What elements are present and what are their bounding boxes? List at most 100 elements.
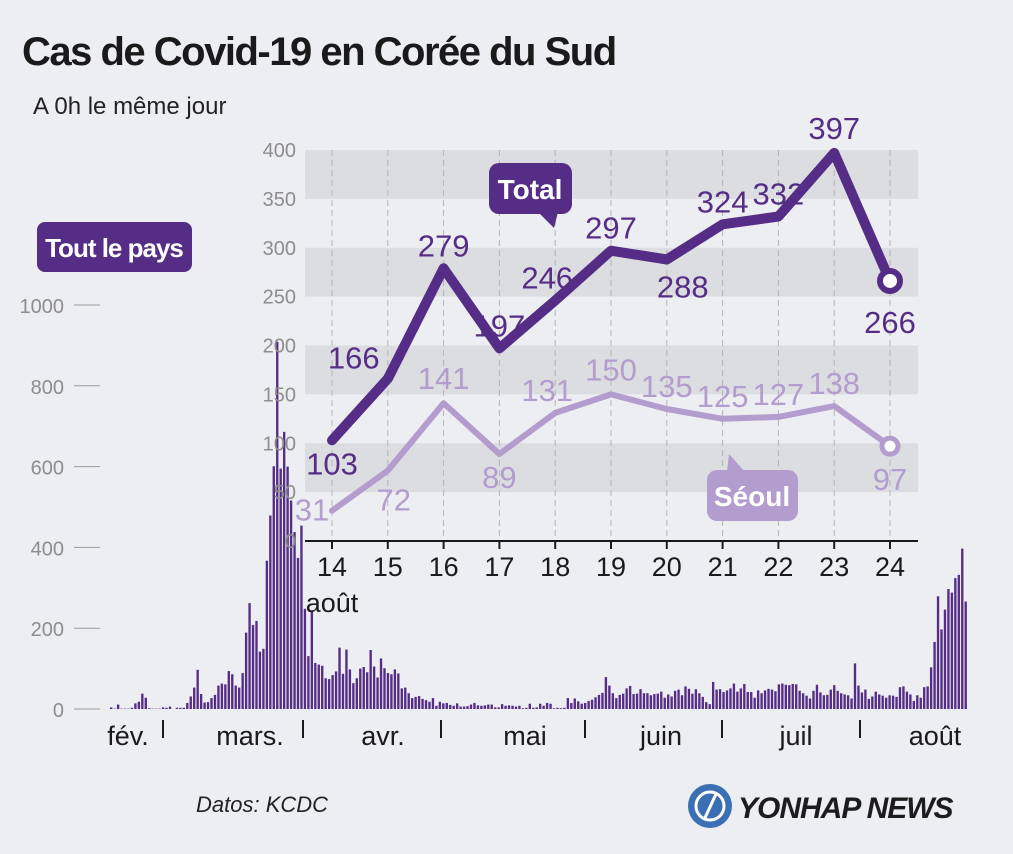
series-end-marker xyxy=(879,435,901,457)
bar xyxy=(462,706,466,709)
bar xyxy=(881,695,884,709)
bar xyxy=(705,702,708,709)
bar xyxy=(504,705,507,709)
bar xyxy=(656,693,659,709)
bar xyxy=(490,704,493,709)
bar xyxy=(801,693,805,709)
legend-pointer-total xyxy=(538,212,558,228)
bar xyxy=(725,690,729,709)
data-label-seoul: 97 xyxy=(873,462,907,497)
bar xyxy=(940,629,943,709)
bar xyxy=(469,704,473,709)
x-month-label: mai xyxy=(503,721,547,751)
bar xyxy=(321,665,324,709)
bar xyxy=(148,708,151,709)
bar xyxy=(947,589,950,709)
bar xyxy=(500,704,504,709)
bar xyxy=(791,683,794,709)
bar xyxy=(244,632,248,709)
data-label-total: 279 xyxy=(418,228,470,263)
bar xyxy=(265,560,269,709)
y-tick-label: 100 xyxy=(263,433,296,455)
bar xyxy=(289,500,293,709)
bar xyxy=(213,694,217,709)
y-tick-label: 300 xyxy=(263,238,296,260)
x-tick-label: 24 xyxy=(875,552,905,582)
bar xyxy=(417,696,421,709)
bar xyxy=(784,684,787,709)
bar xyxy=(165,707,168,709)
bar xyxy=(580,703,583,709)
series-line-seoul xyxy=(329,391,893,514)
yonhap-news-logo: YONHAP NEWS xyxy=(688,784,955,828)
bar xyxy=(549,703,552,709)
bar xyxy=(507,705,511,709)
bar xyxy=(936,596,940,709)
bar xyxy=(341,673,345,709)
bar xyxy=(303,608,307,709)
bar xyxy=(718,689,722,709)
bar xyxy=(663,697,666,709)
bar xyxy=(528,703,531,709)
bar xyxy=(175,707,179,709)
bar xyxy=(282,431,286,709)
data-label-total: 324 xyxy=(697,184,749,219)
bar xyxy=(130,707,134,709)
bar xyxy=(542,705,545,709)
bar xyxy=(902,686,905,709)
bar xyxy=(577,701,580,709)
chart-subtitle: A 0h le même jour xyxy=(33,93,227,120)
bar xyxy=(307,656,310,709)
bar xyxy=(186,702,189,709)
bar xyxy=(788,685,791,709)
bar xyxy=(604,677,608,709)
bar xyxy=(701,696,704,709)
bar xyxy=(566,698,570,709)
bar xyxy=(521,708,525,709)
bar xyxy=(497,707,500,709)
x-tick-label: 17 xyxy=(484,552,514,582)
bar xyxy=(238,687,241,709)
x-tick-label: 20 xyxy=(652,552,682,582)
bar xyxy=(815,684,819,709)
series-end-marker xyxy=(877,267,903,294)
bar xyxy=(628,685,632,709)
data-label-total: 297 xyxy=(585,211,637,246)
bar xyxy=(552,708,556,709)
bar xyxy=(615,698,618,709)
bar xyxy=(227,671,230,709)
bar xyxy=(798,690,801,709)
bar xyxy=(442,703,445,709)
bar xyxy=(314,662,317,709)
bar xyxy=(649,695,653,709)
bar xyxy=(179,707,182,709)
bar xyxy=(590,699,594,709)
data-label-total: 166 xyxy=(328,341,380,376)
bar xyxy=(168,706,172,709)
bar xyxy=(739,688,743,709)
bar xyxy=(736,691,739,709)
bar xyxy=(770,689,774,709)
y-tick-label: 400 xyxy=(31,538,64,560)
bar xyxy=(691,693,694,709)
bar xyxy=(480,705,483,709)
bar xyxy=(262,648,265,709)
bar xyxy=(839,693,843,709)
bar xyxy=(141,693,144,709)
bar xyxy=(397,673,400,709)
bar xyxy=(829,689,832,709)
national-label: Tout le pays xyxy=(45,233,183,263)
bar xyxy=(750,692,753,709)
x-tick-label: 22 xyxy=(763,552,793,582)
bar xyxy=(525,707,528,709)
bar xyxy=(286,466,289,709)
bar xyxy=(667,694,670,709)
bar xyxy=(476,705,480,709)
data-label-total: 246 xyxy=(521,261,573,296)
y-tick-label: 0 xyxy=(285,531,296,553)
bar xyxy=(743,683,746,709)
data-label-total: 197 xyxy=(474,308,526,343)
data-label-seoul: 31 xyxy=(295,493,329,528)
data-label-seoul: 150 xyxy=(585,352,637,387)
